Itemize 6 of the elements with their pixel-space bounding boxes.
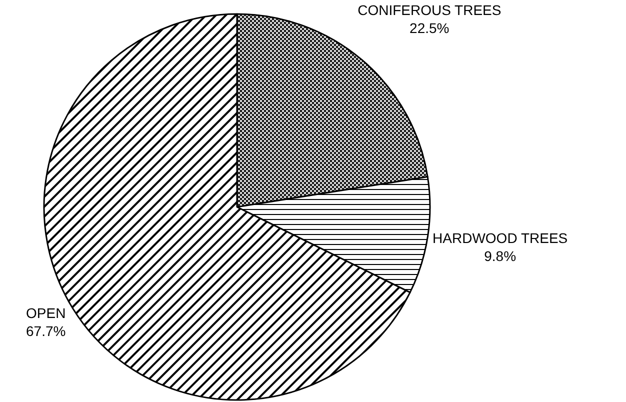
data-label: 67.7%: [26, 322, 66, 339]
slice-label: CONIFEROUS TREES: [358, 2, 502, 18]
data-label: 22.5%: [410, 20, 450, 36]
slice-label: HARDWOOD TREES: [432, 230, 568, 246]
slice-label: OPEN: [26, 304, 66, 321]
data-label: 9.8%: [484, 248, 516, 264]
